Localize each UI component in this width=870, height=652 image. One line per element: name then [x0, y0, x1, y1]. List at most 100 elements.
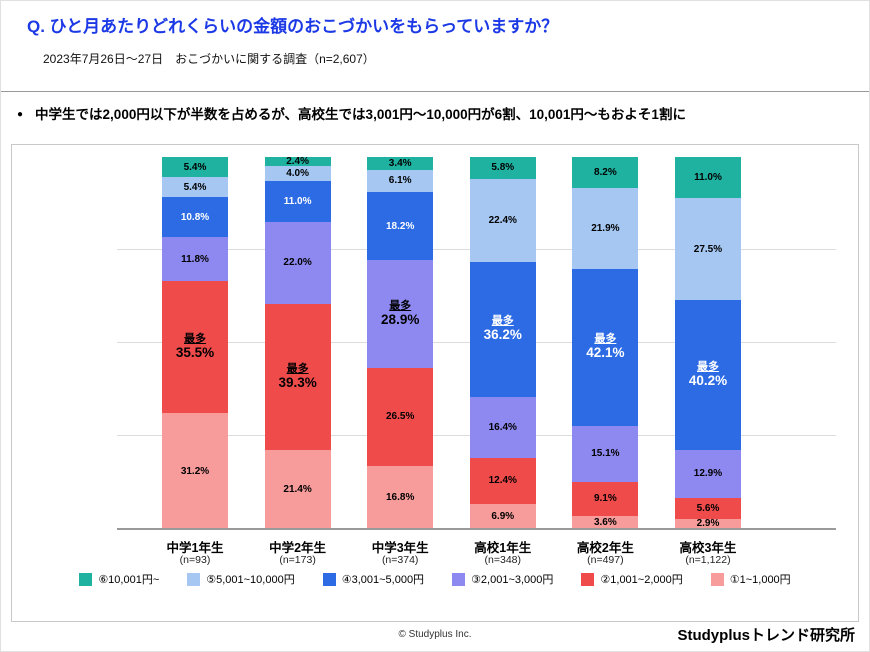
bar-segment: 6.1%: [367, 169, 434, 193]
legend-item: ②1,001~2,000円: [581, 571, 683, 587]
bar-segment: 10.8%: [162, 197, 228, 238]
bar-segment: 11.0%: [264, 180, 331, 222]
segment-value-label: 22.0%: [283, 257, 312, 269]
legend-swatch-icon: [187, 572, 201, 586]
segment-value-label: 21.4%: [283, 484, 312, 496]
legend-swatch-icon: [581, 572, 595, 586]
x-axis-line: [117, 528, 836, 530]
segment-value-label: 2.4%: [286, 157, 309, 167]
bar-segment: 16.8%: [367, 466, 434, 529]
segment-value-label: 5.4%: [183, 181, 207, 193]
bar-segment: 31.2%: [162, 413, 228, 529]
max-percent: 39.3%: [278, 374, 317, 390]
bar-segment: 2.4%: [264, 157, 331, 167]
segment-value-label: 22.4%: [488, 214, 517, 226]
sample-size-label: (n=173): [279, 554, 316, 566]
legend-swatch-icon: [79, 572, 93, 586]
bar-column-6: 11.0% 27.5% 最多 40.2% 12.9% 5.6% 2.9% 高校3年生 (n=1,…: [674, 157, 741, 566]
max-tag: 最多: [696, 361, 719, 373]
legend-swatch-icon: [452, 572, 466, 586]
legend-label: ①1~1,000円: [729, 574, 791, 586]
copyright: © Studyplus Inc.: [398, 629, 472, 640]
legend-label: ②1,001~2,000円: [600, 574, 683, 586]
legend-swatch-icon: [322, 572, 336, 586]
sample-size-label: (n=93): [179, 554, 211, 566]
bar-segment: 6.9%: [469, 503, 536, 529]
bar-segment: 最多 42.1%: [572, 268, 639, 426]
max-percent: 42.1%: [586, 345, 625, 361]
bar-segment: 8.2%: [572, 157, 639, 188]
bars-container: 5.4% 5.4% 10.8% 11.8% 最多 35.5% 31.2% 中学1年生 (n=93…: [162, 157, 741, 566]
legend: ⑥10,001円~ ⑤5,001~10,000円 ④3,001~5,000円 ③2,0…: [12, 571, 858, 587]
header-divider: [1, 91, 869, 92]
segment-value-label: 最多 39.3%: [278, 363, 316, 391]
stacked-bar: 11.0% 27.5% 最多 40.2% 12.9% 5.6% 2.9%: [674, 157, 741, 529]
max-percent: 40.2%: [688, 373, 728, 389]
max-tag: 最多: [594, 333, 617, 346]
segment-value-label: 3.4%: [388, 157, 412, 169]
segment-value-label: 最多 42.1%: [586, 333, 624, 361]
legend-label: ④3,001~5,000円: [341, 574, 425, 586]
category-label: 中学3年生: [371, 541, 429, 555]
bar-column-2: 2.4% 4.0% 11.0% 22.0% 最多 39.3% 21.4% 中学2年生 (n=17…: [264, 157, 331, 566]
legend-item: ⑥10,001円~: [79, 571, 159, 587]
bar-segment: 5.4%: [162, 177, 228, 198]
bar-segment: 最多 40.2%: [674, 300, 741, 450]
segment-value-label: 21.9%: [591, 222, 620, 234]
max-tag: 最多: [286, 362, 309, 375]
max-tag: 最多: [491, 315, 514, 328]
segment-value-label: 最多 35.5%: [176, 333, 214, 361]
segment-value-label: 最多 36.2%: [484, 315, 522, 343]
bar-segment: 9.1%: [572, 481, 639, 516]
legend-label: ③2,001~3,000円: [471, 574, 554, 586]
bar-segment: 15.1%: [572, 425, 639, 482]
segment-value-label: 2.9%: [696, 518, 720, 529]
max-tag: 最多: [389, 299, 412, 312]
bar-segment: 18.2%: [367, 192, 434, 261]
bar-segment: 3.4%: [367, 157, 434, 170]
brand-logo: Studyplusトレンド研究所: [677, 627, 855, 644]
segment-value-label: 16.8%: [386, 491, 415, 503]
max-percent: 28.9%: [381, 311, 420, 327]
bar-segment: 22.0%: [264, 221, 331, 304]
sample-size-label: (n=348): [484, 554, 522, 566]
segment-value-label: 最多 28.9%: [381, 300, 419, 328]
bar-segment: 21.9%: [572, 187, 639, 269]
segment-value-label: 26.5%: [386, 411, 415, 423]
category-label: 高校1年生: [474, 541, 532, 555]
page-title: Q. ひと月あたりどれくらいの金額のおこづかいをもらっていますか？: [27, 17, 559, 36]
stacked-bar: 5.8% 22.4% 最多 36.2% 16.4% 12.4% 6.9%: [469, 157, 536, 529]
max-tag: 最多: [184, 333, 206, 346]
bar-segment: 最多 36.2%: [469, 261, 536, 397]
segment-value-label: 12.9%: [693, 468, 723, 480]
category-label: 高校3年生: [679, 541, 737, 555]
stacked-bar: 2.4% 4.0% 11.0% 22.0% 最多 39.3% 21.4%: [264, 157, 331, 529]
plot-area: 5.4% 5.4% 10.8% 11.8% 最多 35.5% 31.2% 中学1年生 (n=93…: [117, 157, 836, 566]
bar-segment: 22.4%: [469, 178, 536, 262]
segment-value-label: 18.2%: [386, 220, 415, 232]
bar-segment: 最多 35.5%: [162, 281, 228, 414]
stacked-bar: 8.2% 21.9% 最多 42.1% 15.1% 9.1% 3.6%: [572, 157, 639, 529]
legend-item: ③2,001~3,000円: [452, 571, 553, 587]
bar-column-3: 3.4% 6.1% 18.2% 最多 28.9% 26.5% 16.8% 中学3年生 (n=37…: [367, 157, 434, 566]
bar-segment: 16.4%: [469, 396, 536, 458]
segment-value-label: 27.5%: [693, 243, 723, 255]
chart-panel: 5.4% 5.4% 10.8% 11.8% 最多 35.5% 31.2% 中学1年生 (n=93…: [11, 144, 859, 622]
bar-segment: 27.5%: [674, 197, 741, 301]
survey-subtitle: 2023年7月26日～27日 おこづかいに関する調査（n=2,607）: [43, 52, 375, 67]
bar-segment: 5.4%: [162, 157, 228, 178]
bar-segment: 3.6%: [572, 515, 639, 529]
legend-item: ⑤5,001~10,000円: [187, 571, 295, 587]
sample-size-label: (n=497): [587, 554, 624, 566]
segment-value-label: 31.2%: [180, 465, 210, 477]
max-percent: 35.5%: [175, 345, 215, 361]
max-percent: 36.2%: [483, 327, 522, 343]
stacked-bar: 5.4% 5.4% 10.8% 11.8% 最多 35.5% 31.2%: [162, 157, 228, 529]
sample-size-label: (n=374): [381, 554, 419, 566]
segment-value-label: 12.4%: [488, 475, 517, 487]
segment-value-label: 5.6%: [696, 502, 720, 514]
segment-value-label: 11.8%: [181, 253, 209, 265]
bar-segment: 最多 28.9%: [367, 260, 434, 368]
segment-value-label: 10.8%: [180, 211, 210, 223]
segment-value-label: 5.8%: [491, 162, 515, 174]
